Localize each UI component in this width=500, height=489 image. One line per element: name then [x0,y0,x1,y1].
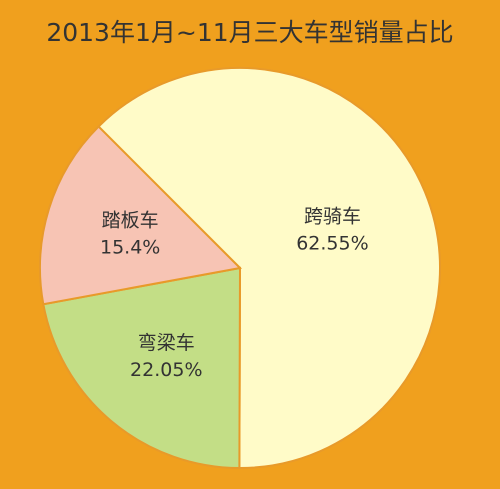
slice-name: 跨骑车 [304,205,361,227]
slice-value-label: 62.55% [296,232,368,254]
pie-slice [42,266,242,470]
slice-value-label: 22.05% [130,359,202,381]
slice-name: 弯梁车 [138,332,195,354]
slice-name: 踏板车 [102,209,159,231]
pie-slice [97,67,441,469]
chart-title: 2013年1月~11月三大车型销量占比 [46,18,453,47]
pie-slice [39,125,243,306]
slice-value-label: 15.4% [100,236,160,258]
